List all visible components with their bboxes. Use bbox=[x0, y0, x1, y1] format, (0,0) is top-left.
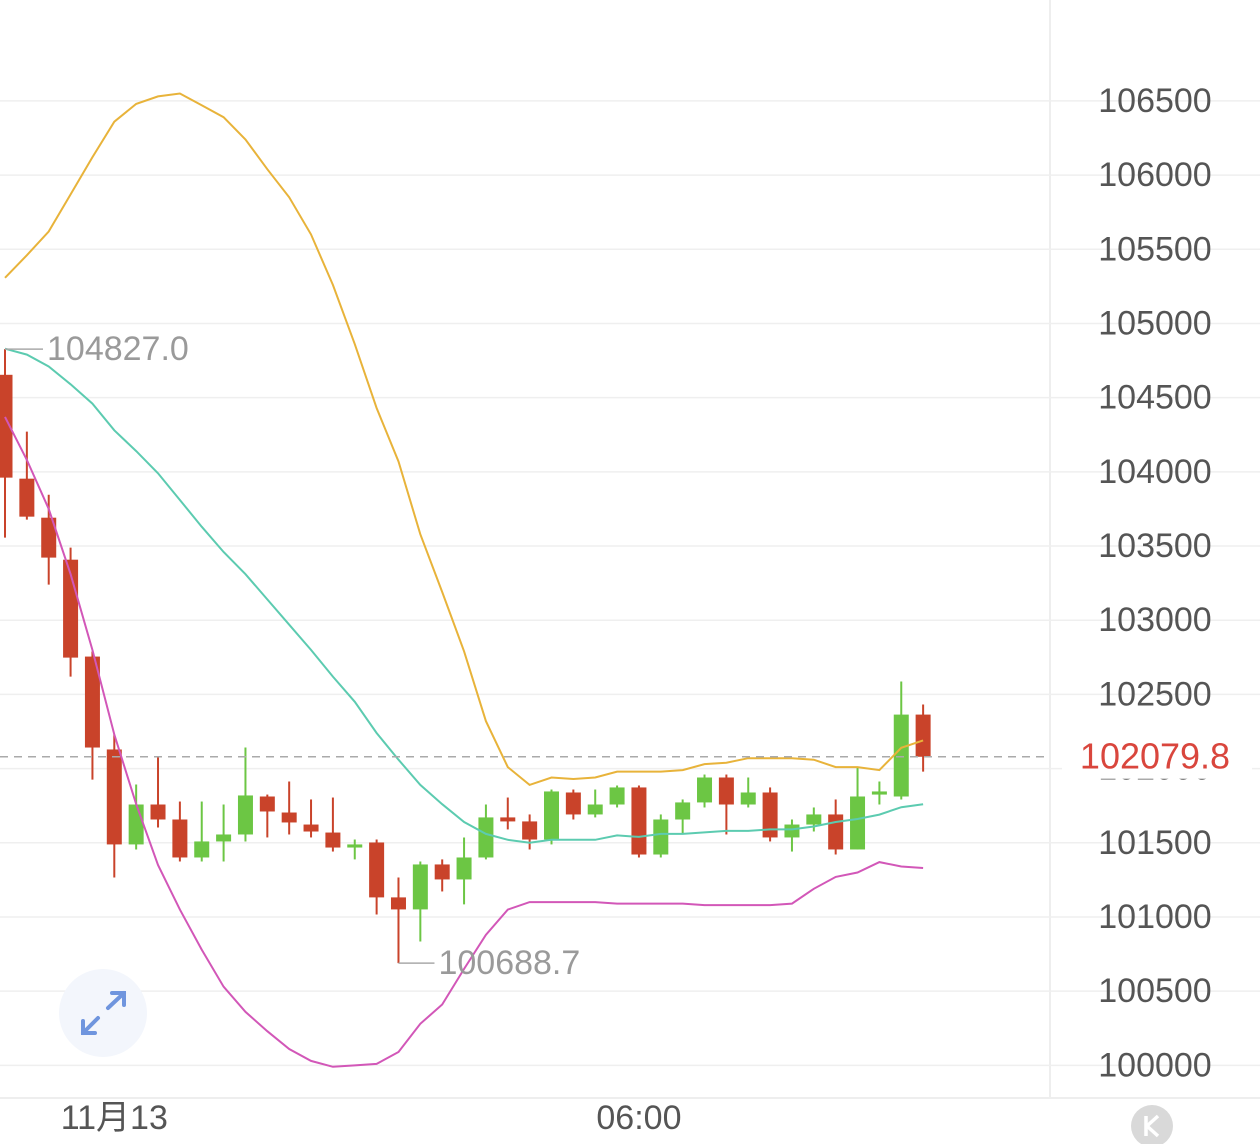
candle-body bbox=[522, 821, 538, 840]
candle-body bbox=[718, 777, 734, 805]
candle-body bbox=[653, 819, 669, 855]
y-tick-label: 105000 bbox=[1098, 304, 1211, 342]
plot bbox=[0, 92, 1050, 1068]
y-tick-label: 104000 bbox=[1098, 453, 1211, 491]
y-tick-label: 101000 bbox=[1098, 898, 1211, 936]
candle-body bbox=[784, 824, 800, 838]
candle-body bbox=[281, 812, 297, 823]
k-button[interactable] bbox=[1131, 1105, 1173, 1144]
candle-body bbox=[216, 834, 232, 842]
candle-body bbox=[697, 777, 713, 803]
k-icon[interactable] bbox=[1144, 1114, 1160, 1138]
band-line bbox=[4, 347, 924, 844]
last-price-label: 102079.8 bbox=[1080, 735, 1230, 776]
candle-body bbox=[850, 796, 866, 850]
candle-body bbox=[325, 832, 341, 848]
candle-body bbox=[762, 792, 778, 838]
candle-body bbox=[347, 844, 363, 848]
candle-body bbox=[237, 795, 253, 835]
y-tick-label: 103000 bbox=[1098, 601, 1211, 639]
x-tick-label: 11月13 bbox=[61, 1099, 168, 1137]
expand-icon[interactable] bbox=[81, 991, 126, 1035]
candle-body bbox=[740, 792, 756, 805]
y-tick-label: 105500 bbox=[1098, 230, 1211, 268]
candle-body bbox=[675, 802, 691, 820]
candle-body bbox=[500, 817, 516, 822]
y-tick-label: 100500 bbox=[1098, 972, 1211, 1010]
candle-body bbox=[412, 864, 428, 910]
expand-button[interactable] bbox=[59, 969, 147, 1057]
candle-body bbox=[19, 478, 35, 517]
y-tick-label: 101500 bbox=[1098, 824, 1211, 862]
candle-body bbox=[303, 824, 319, 832]
candle-body bbox=[41, 517, 57, 558]
candle-body bbox=[915, 714, 931, 757]
min-label: 100688.7 bbox=[438, 944, 580, 982]
max-label: 104827.0 bbox=[47, 330, 189, 368]
candle-body bbox=[106, 749, 122, 845]
band-line bbox=[4, 416, 924, 1068]
candle-body bbox=[150, 804, 166, 820]
candle-body bbox=[369, 842, 385, 898]
candle-body bbox=[259, 796, 275, 812]
candle-body bbox=[828, 814, 844, 850]
candle-body bbox=[84, 656, 100, 748]
y-tick-label: 100000 bbox=[1098, 1046, 1211, 1084]
candle-body bbox=[390, 897, 406, 910]
y-tick-label: 103500 bbox=[1098, 527, 1211, 565]
candle-body bbox=[434, 864, 450, 880]
k-button-bg[interactable] bbox=[1131, 1105, 1173, 1144]
candle-body bbox=[806, 814, 822, 825]
expand-button-bg[interactable] bbox=[59, 969, 147, 1057]
grid bbox=[0, 100, 1260, 1067]
last-price-bg bbox=[1062, 734, 1252, 779]
candle-body bbox=[893, 714, 909, 797]
y-tick-label: 106000 bbox=[1098, 156, 1211, 194]
candle-body bbox=[172, 819, 188, 858]
candle-body bbox=[194, 841, 210, 858]
x-tick-label: 06:00 bbox=[596, 1099, 681, 1137]
candle-body bbox=[478, 817, 494, 858]
candle-body bbox=[871, 791, 887, 795]
y-tick-label: 106500 bbox=[1098, 82, 1211, 120]
candle-body bbox=[456, 857, 472, 880]
candle-body bbox=[0, 374, 13, 478]
candle-body bbox=[587, 804, 603, 815]
candle-body bbox=[128, 804, 144, 845]
candle-body bbox=[565, 792, 581, 815]
candle-body bbox=[544, 791, 559, 840]
labels: 1000001005001010001015001020001025001030… bbox=[47, 82, 1252, 1137]
candle-body bbox=[631, 787, 647, 855]
y-tick-label: 102500 bbox=[1098, 675, 1211, 713]
band-line bbox=[4, 92, 924, 787]
y-tick-label: 104500 bbox=[1098, 379, 1211, 417]
candle-body bbox=[609, 787, 625, 805]
